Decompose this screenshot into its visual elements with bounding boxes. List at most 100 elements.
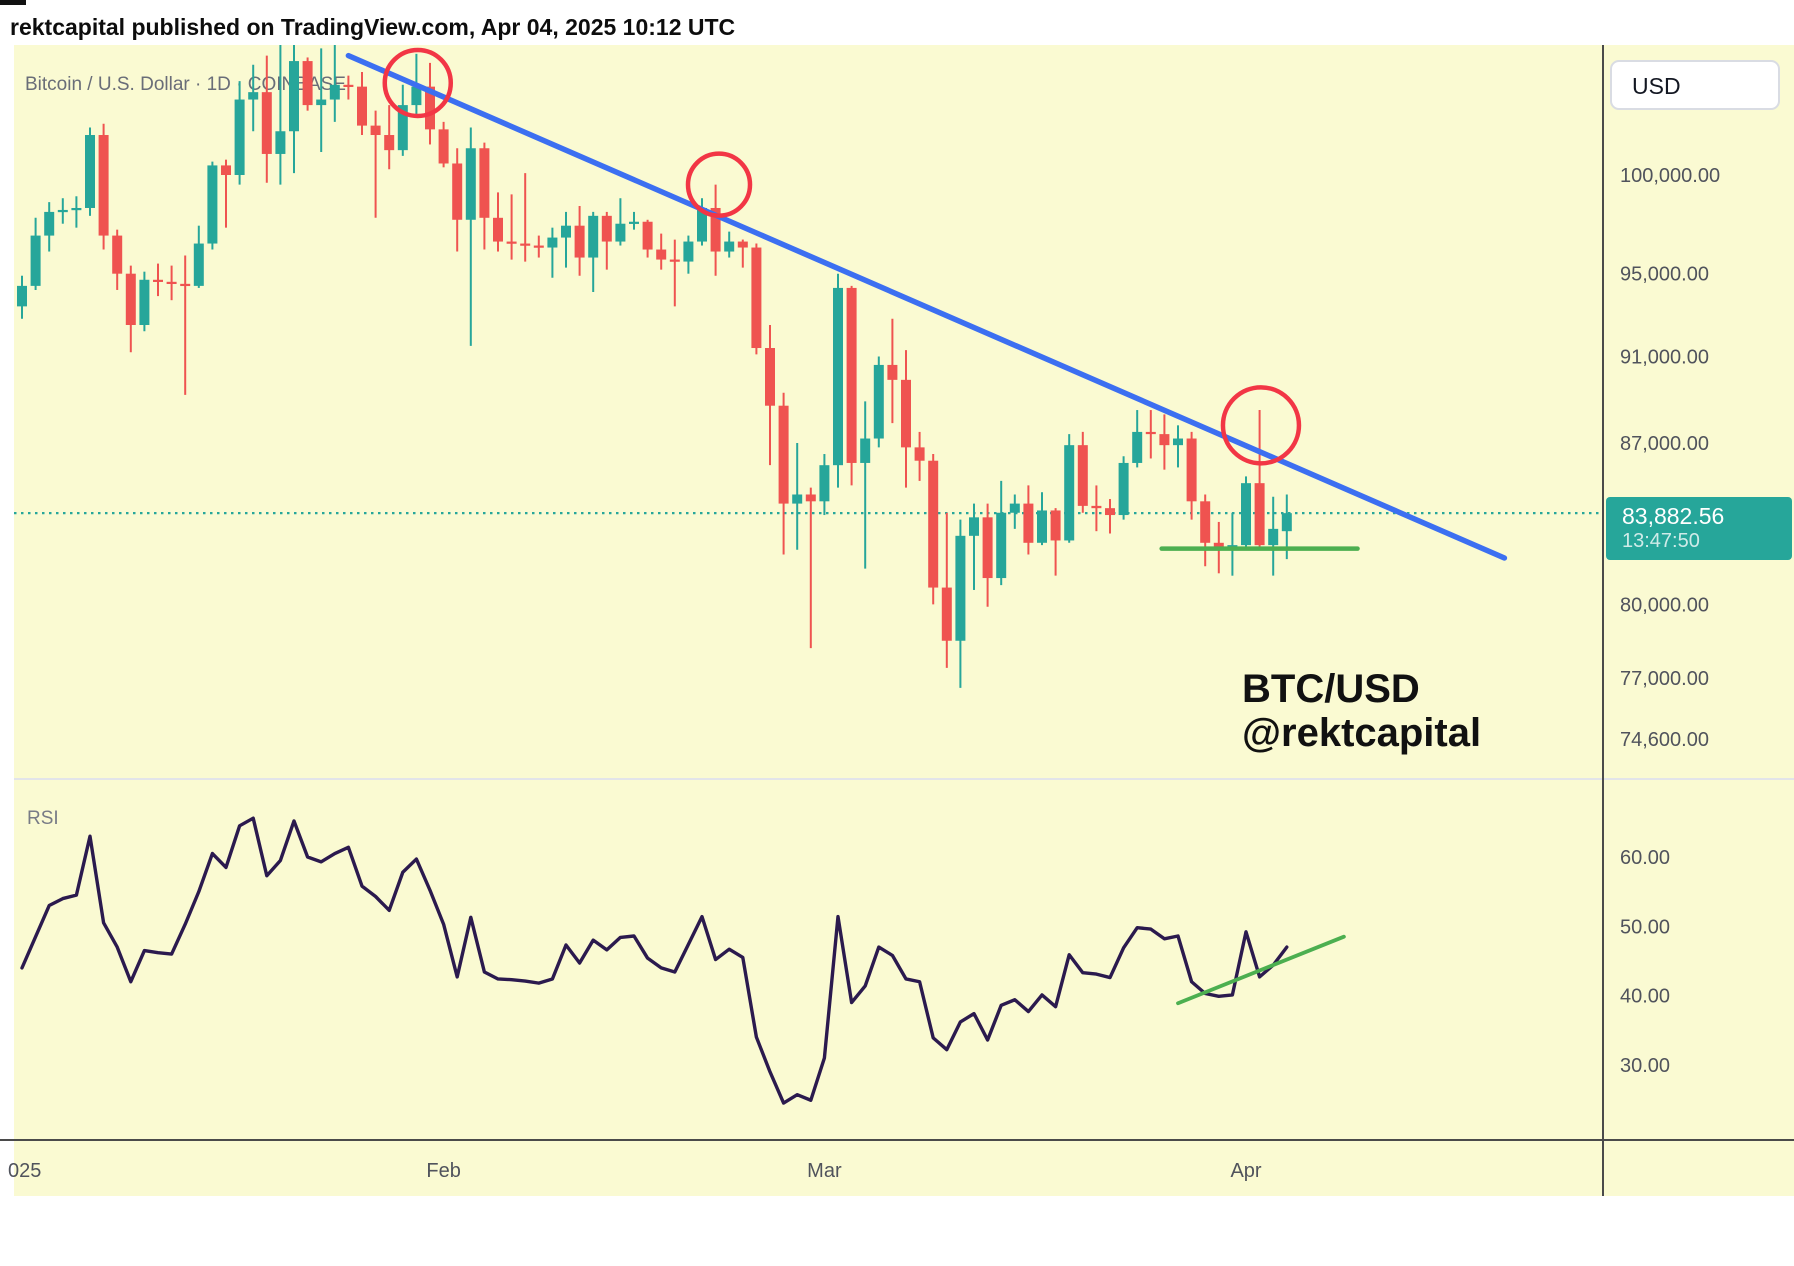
candle-body	[724, 241, 735, 252]
candle-body	[574, 225, 585, 258]
candle-body	[98, 135, 109, 236]
candle-body	[1050, 510, 1061, 541]
candle-body	[275, 131, 286, 154]
candle-body	[588, 215, 599, 258]
rsi-pane[interactable]	[20, 816, 1346, 1105]
time-axis-label: Apr	[1230, 1160, 1261, 1182]
bar-countdown-timer: 13:47:50	[1622, 530, 1700, 553]
candle-body	[642, 221, 653, 250]
candle-body	[1077, 445, 1088, 506]
candle-body	[751, 247, 762, 349]
trendline-touch-circle	[685, 151, 753, 218]
price-axis-label: 77,000.00	[1620, 668, 1709, 690]
chart-background	[14, 45, 1794, 1196]
candle-body	[289, 61, 299, 132]
price-axis-label: 100,000.00	[1620, 165, 1720, 187]
candle-body	[44, 211, 55, 236]
rsi-trendline-green	[1176, 934, 1346, 1006]
candle-body	[112, 235, 123, 274]
candle-body	[833, 287, 843, 466]
candle-body	[166, 281, 177, 285]
candle-body	[955, 535, 966, 641]
candle-body	[57, 209, 68, 213]
candle-body	[914, 447, 925, 461]
candle-body	[384, 135, 395, 151]
candle-body	[207, 165, 218, 244]
candle-body	[1213, 542, 1224, 550]
candle-body	[1268, 528, 1279, 546]
candle-body	[928, 460, 939, 588]
candle-body	[302, 61, 313, 106]
rsi-line	[20, 816, 1289, 1105]
candle-body	[506, 241, 517, 244]
candle-body	[357, 86, 367, 126]
price-axis-label: 87,000.00	[1620, 433, 1709, 455]
rsi-axis-scale[interactable]: 60.00 50.00 40.00 30.00	[1620, 847, 1670, 1077]
candle-body	[710, 207, 721, 252]
publish-attribution-line: rektcapital published on TradingView.com…	[10, 14, 736, 40]
candle-body	[601, 215, 612, 242]
candle-body	[1281, 513, 1292, 532]
candle-body	[1173, 438, 1183, 446]
candle-body	[1105, 508, 1115, 516]
candle-body	[85, 135, 95, 208]
candle-body	[343, 84, 354, 87]
rsi-axis-label: 60.00	[1620, 847, 1670, 869]
candle-body	[1064, 445, 1075, 541]
candle-body	[1159, 434, 1170, 446]
axis-separator-lines	[0, 45, 1794, 1196]
candle-body	[1254, 483, 1265, 546]
trendline-touch-circle	[382, 47, 454, 119]
price-axis-label: 91,000.00	[1620, 346, 1709, 368]
candle-body	[547, 237, 558, 248]
candle-body	[615, 223, 626, 242]
price-axis-scale[interactable]: 100,000.00 95,000.00 91,000.00 87,000.00 80,…	[1620, 165, 1720, 751]
candle-body	[697, 207, 707, 242]
price-axis-label: 74,600.00	[1620, 729, 1709, 751]
candle-body	[765, 348, 775, 406]
time-axis-label: Mar	[807, 1160, 842, 1182]
candle-body	[669, 259, 680, 262]
candle-body	[561, 225, 571, 238]
watermark-symbol-text: BTC/USD	[1242, 667, 1420, 711]
candle-body	[1132, 431, 1143, 463]
candle-body	[438, 129, 449, 164]
author-watermark: BTC/USD @rektcapital	[1242, 667, 1481, 755]
candle-body	[1037, 510, 1047, 543]
rsi-indicator-label: RSI	[27, 808, 59, 829]
candle-body	[1145, 431, 1156, 435]
last-price-badge[interactable]: 83,882.56 13:47:50	[1606, 497, 1792, 561]
price-axis-label: 80,000.00	[1620, 594, 1709, 616]
candle-body	[261, 92, 272, 154]
candle-body	[901, 379, 911, 448]
candle-body	[941, 587, 952, 641]
currency-toggle-button[interactable]: USD	[1610, 60, 1780, 110]
time-axis-label: Feb	[426, 1160, 460, 1182]
candle-body	[1186, 438, 1197, 502]
price-pane[interactable]	[14, 2, 1603, 688]
candle-body	[316, 99, 327, 106]
candle-body	[465, 148, 476, 220]
candle-body	[1009, 503, 1020, 513]
candle-body	[1091, 505, 1102, 509]
candle-body	[180, 283, 191, 287]
crop-artifact	[0, 0, 26, 5]
chart-background-fill	[14, 45, 1794, 1196]
candle-body	[873, 364, 884, 439]
candle-body	[656, 249, 667, 260]
candle-body	[737, 241, 748, 248]
time-axis-scale[interactable]: 025 Feb Mar Apr	[8, 1160, 1262, 1182]
downtrend-line-blue	[345, 52, 1508, 561]
candle-body	[778, 405, 789, 504]
candle-body	[30, 235, 41, 286]
candle-body	[683, 241, 694, 262]
candle-body	[1200, 501, 1211, 543]
candle-body	[370, 125, 381, 136]
candle-body	[425, 86, 435, 130]
trendline-touch-circle	[1220, 385, 1302, 466]
candle-body	[139, 279, 150, 325]
last-price-value: 83,882.56	[1622, 503, 1725, 530]
candle-body	[397, 105, 408, 151]
